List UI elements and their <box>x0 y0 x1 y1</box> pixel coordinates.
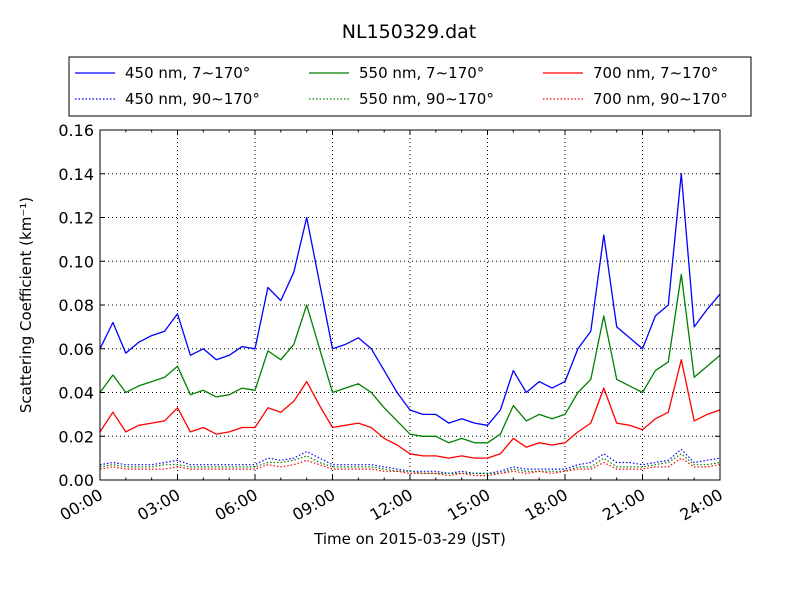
y-tick-label: 0.04 <box>58 384 94 403</box>
legend-box <box>68 56 752 117</box>
y-tick-label: 0.00 <box>58 471 94 490</box>
chart-title: NL150329.dat <box>342 21 477 43</box>
legend-label: 450 nm, 7∼170° <box>125 64 250 82</box>
series-line <box>99 173 721 426</box>
legend-label: 700 nm, 90∼170° <box>593 90 728 108</box>
y-axis-label: Scattering Coefficient (km⁻¹) <box>17 197 35 413</box>
series-line <box>99 453 721 474</box>
legend: 450 nm, 7∼170° 450 nm, 90∼170° 550 nm, 7∼1… <box>68 56 752 117</box>
y-tick-label: 0.02 <box>58 427 94 446</box>
y-tick-label: 0.06 <box>58 340 94 359</box>
grid <box>100 130 720 480</box>
plot-lines <box>99 173 721 477</box>
series-line <box>99 457 721 477</box>
legend-label: 550 nm, 7∼170° <box>359 64 484 82</box>
y-tick-label: 0.08 <box>58 296 94 315</box>
legend-label: 550 nm, 90∼170° <box>359 90 494 108</box>
legend-label: 450 nm, 90∼170° <box>125 90 260 108</box>
y-tick-label: 0.16 <box>58 121 94 140</box>
y-tick-label: 0.14 <box>58 165 94 184</box>
series-line <box>99 359 721 459</box>
y-tick-label: 0.10 <box>58 252 94 271</box>
series-line <box>99 273 721 444</box>
legend-label: 700 nm, 7∼170° <box>593 64 718 82</box>
x-axis-label: Time on 2015-03-29 (JST) <box>313 530 506 548</box>
y-tick-label: 0.12 <box>58 209 94 228</box>
